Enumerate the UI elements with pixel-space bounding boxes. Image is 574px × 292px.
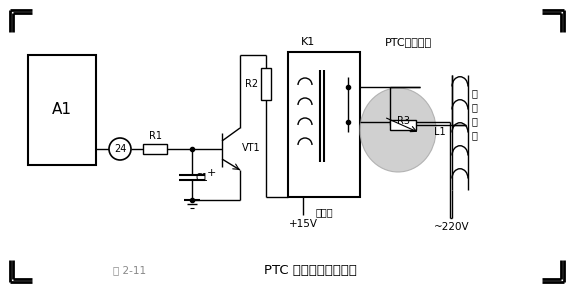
Text: R3: R3 xyxy=(397,116,409,126)
Bar xyxy=(288,52,360,197)
Ellipse shape xyxy=(360,88,436,172)
Text: +15V: +15V xyxy=(289,219,317,229)
Text: 线: 线 xyxy=(472,116,478,126)
Bar xyxy=(28,55,96,165)
Text: 磁: 磁 xyxy=(472,102,478,112)
Text: PTC热敏电阻: PTC热敏电阻 xyxy=(385,37,432,47)
Text: 继电器: 继电器 xyxy=(315,207,333,217)
Text: 图 2-11: 图 2-11 xyxy=(114,265,146,275)
Text: 24: 24 xyxy=(114,144,126,154)
Text: L1: L1 xyxy=(435,127,446,137)
Text: ~220V: ~220V xyxy=(434,222,470,232)
Text: PTC 热敏电阻消磁电路: PTC 热敏电阻消磁电路 xyxy=(263,263,356,277)
Text: 圈: 圈 xyxy=(472,130,478,140)
Bar xyxy=(390,120,416,130)
Circle shape xyxy=(109,138,131,160)
Text: A1: A1 xyxy=(52,102,72,117)
Text: +: + xyxy=(207,168,216,178)
Bar xyxy=(261,68,271,100)
Text: 消: 消 xyxy=(472,88,478,98)
Text: R2: R2 xyxy=(245,79,258,89)
Text: R1: R1 xyxy=(149,131,161,141)
Bar xyxy=(143,144,167,154)
Text: K1: K1 xyxy=(301,37,315,47)
Text: VT1: VT1 xyxy=(242,143,261,153)
Text: C1: C1 xyxy=(196,173,209,183)
